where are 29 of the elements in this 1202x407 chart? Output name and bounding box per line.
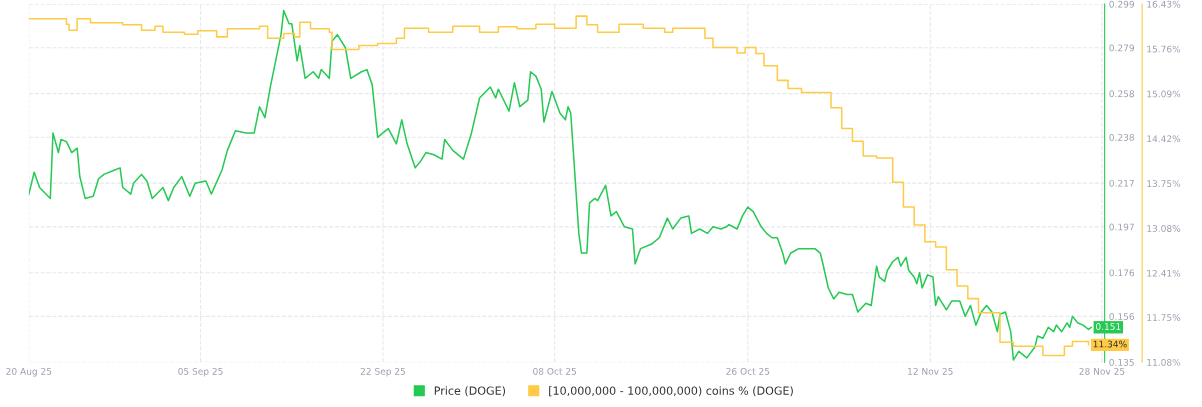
y2-tick-label: 11.75% bbox=[1147, 314, 1181, 321]
x-tick-label: 12 Nov 25 bbox=[908, 367, 953, 375]
x-tick-label: 28 Nov 25 bbox=[1079, 367, 1125, 375]
data-label: 11.34% bbox=[1093, 340, 1127, 348]
y2-tick-label: 13.75% bbox=[1147, 180, 1181, 188]
y-tick-label: 0.197 bbox=[1109, 223, 1134, 231]
y2-tick-label: 16.43% bbox=[1147, 0, 1181, 8]
y2-tick-label: 15.76% bbox=[1147, 45, 1181, 53]
y-tick-label: 0.156 bbox=[1109, 313, 1135, 320]
x-tick-label: 20 Aug 25 bbox=[6, 367, 52, 377]
y-tick-label: 0.217 bbox=[1109, 179, 1134, 187]
x-tick-label: 05 Sep 25 bbox=[178, 367, 223, 377]
legend-label: [10,000,000 - 100,000,000) coins % (DOGE) bbox=[549, 386, 793, 397]
x-tick-label: 26 Oct 25 bbox=[726, 367, 770, 375]
data-label: 0.151 bbox=[1095, 323, 1121, 330]
y2-tick-label: 12.41% bbox=[1147, 269, 1181, 277]
y2-tick-label: 11.08% bbox=[1147, 358, 1181, 366]
y-tick-label: 0.279 bbox=[1109, 44, 1135, 52]
y-tick-label: 0.299 bbox=[1109, 0, 1135, 8]
x-tick-label: 08 Oct 25 bbox=[533, 367, 577, 375]
y2-tick-label: 15.09% bbox=[1147, 90, 1181, 98]
y2-tick-label: 13.08% bbox=[1147, 225, 1181, 232]
y-tick-label: 0.258 bbox=[1109, 90, 1135, 98]
y-tick-label: 0.238 bbox=[1109, 134, 1135, 141]
y2-tick-label: 14.42% bbox=[1147, 135, 1181, 143]
x-tick-label: 22 Sep 25 bbox=[360, 367, 406, 377]
y-tick-label: 0.135 bbox=[1109, 358, 1134, 366]
y-tick-label: 0.176 bbox=[1109, 269, 1135, 277]
legend-label: Price (DOGE) bbox=[434, 386, 506, 397]
